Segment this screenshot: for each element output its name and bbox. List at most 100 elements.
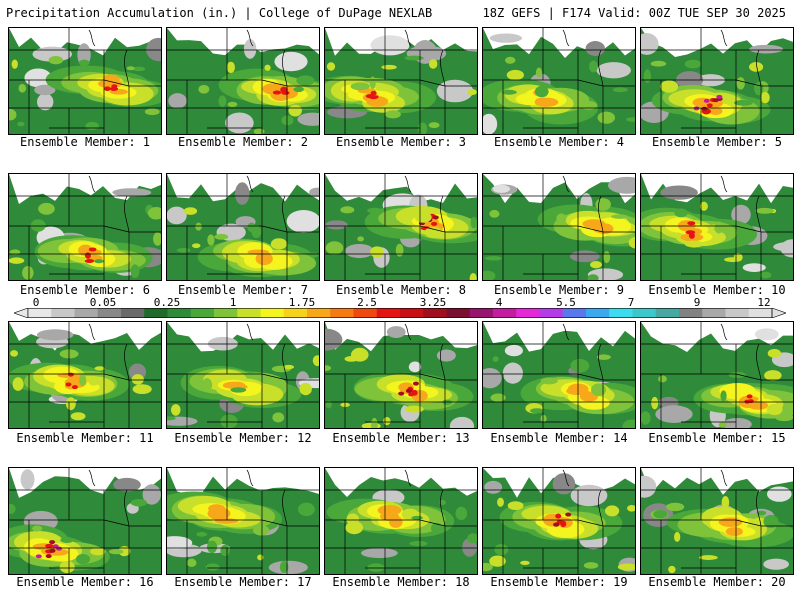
scale-swatch [28,308,52,318]
ensemble-member-label: Ensemble Member: 15 [648,431,786,445]
state-border [598,489,604,527]
state-border [124,489,130,527]
state-border [756,343,762,381]
state-border [598,49,604,87]
precip-speck [78,59,90,66]
precip-speck [766,403,783,416]
precip-speck [699,201,708,211]
ensemble-map-panel [166,27,320,135]
ensemble-map-panel [166,467,320,575]
precip-speck [530,408,544,414]
precip-contour [45,543,54,548]
map-title: Precipitation Accumulation (in.) | Colle… [6,6,433,20]
precip-speck [370,246,384,258]
precip-speck [17,121,25,127]
precip-speck [756,510,767,516]
precip-speck [395,243,404,257]
precip-speck [371,417,378,428]
precip-speck [12,377,24,391]
precip-contour [109,86,119,91]
ensemble-member-label: Ensemble Member: 4 [493,135,625,149]
precip-speck [611,214,629,219]
precip-speck [350,82,370,91]
precip-speck [736,77,745,90]
precip-speck [596,354,611,360]
scale-swatch [539,308,564,318]
scale-label: 0.25 [153,296,181,309]
precip-speck [651,396,659,410]
state-border [598,343,604,381]
precip-speck [428,122,440,129]
precip-speck [767,348,781,358]
precip-speck [540,414,547,423]
precip-speck [570,358,590,373]
state-border [246,469,254,487]
precip-contour [703,98,710,103]
scale-label: 1 [229,296,237,309]
precip-speck [9,503,16,514]
precip-map [167,468,319,574]
precip-speck [147,206,161,220]
precip-speck [201,378,213,392]
scale-label: 1.75 [288,296,316,309]
precip-speck [760,91,770,104]
dry-region [167,468,319,495]
precip-map [167,174,319,280]
precip-speck [75,554,91,565]
light-precip-area [274,51,308,72]
ensemble-member-label: Ensemble Member: 5 [651,135,783,149]
state-border [562,175,570,193]
precip-speck [153,232,161,246]
state-border [756,195,762,233]
light-precip-area [749,44,784,54]
precip-speck [595,198,611,211]
precip-speck [489,555,506,567]
precip-speck [641,411,651,425]
precip-contour [718,517,743,527]
scale-swatch [609,308,633,318]
precip-speck [467,88,477,96]
precip-speck [699,555,718,560]
state-border [282,489,288,527]
precip-speck [383,416,391,426]
light-precip-area [168,93,187,109]
precip-contour [104,86,111,92]
precip-contour [49,548,56,553]
scale-swatch [493,308,517,318]
precip-speck [48,56,64,65]
precip-speck [749,62,764,72]
precip-speck [507,501,524,510]
state-border [562,29,570,47]
ensemble-member-label: Ensemble Member: 14 [490,431,628,445]
precip-speck [32,525,43,532]
precip-speck [720,390,727,402]
light-precip-area [641,32,659,55]
precip-contour [706,103,713,108]
precip-contour [370,90,377,96]
precip-speck [11,59,18,69]
precip-speck [714,221,724,234]
scale-swatch [446,308,471,318]
precip-speck [346,513,360,526]
precip-map [641,174,793,280]
precip-speck [734,99,753,106]
scale-swatch [632,308,657,318]
precip-speck [367,207,383,214]
state-border [282,343,288,381]
ensemble-map-panel [482,173,636,281]
precip-speck [196,531,208,537]
precip-speck [108,549,124,555]
ensemble-map-panel [8,173,162,281]
precip-color-scale [14,308,786,318]
precip-speck [385,110,401,119]
scale-swatch [748,308,773,318]
precip-speck [627,504,635,512]
state-border [404,175,412,193]
light-precip-area [286,209,319,233]
precip-speck [326,62,336,71]
precip-speck [724,257,742,263]
precip-speck [494,544,509,556]
precip-contour [744,399,751,404]
precip-speck [439,499,446,505]
state-border [756,489,762,527]
